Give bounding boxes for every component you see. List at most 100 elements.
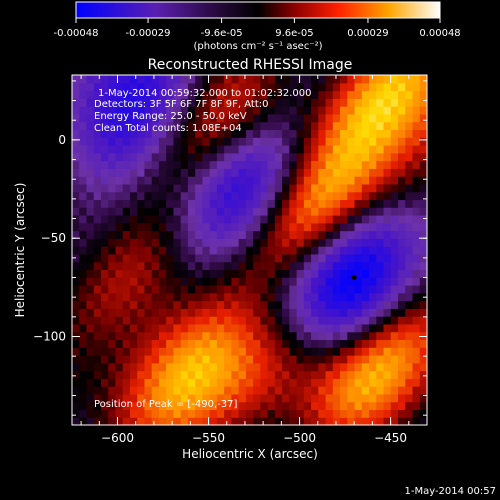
heatmap-cell <box>318 238 327 247</box>
heatmap-cell <box>180 253 189 263</box>
heatmap-cell <box>332 409 341 418</box>
heatmap-cell <box>202 339 211 348</box>
heatmap-cell <box>419 323 427 333</box>
heatmap-cell <box>137 393 146 403</box>
heatmap-cell <box>383 393 392 403</box>
heatmap-cell <box>405 215 414 224</box>
heatmap-cell <box>332 277 341 286</box>
heatmap-cell <box>151 113 160 123</box>
heatmap-cell <box>180 113 189 123</box>
heatmap-cell <box>369 207 377 216</box>
heatmap-cell <box>260 246 269 255</box>
heatmap-cell <box>115 230 124 239</box>
heatmap-cell <box>332 90 341 99</box>
heatmap-cell <box>151 90 160 99</box>
heatmap-cell <box>93 370 102 379</box>
heatmap-cell <box>332 378 341 387</box>
heatmap-cell <box>144 222 153 232</box>
heatmap-cell <box>325 106 334 115</box>
heatmap-cell <box>412 82 421 92</box>
heatmap-cell <box>405 121 414 131</box>
heatmap-cell <box>122 316 131 325</box>
heatmap-cell <box>289 308 298 317</box>
heatmap-cell <box>347 417 356 425</box>
heatmap-cell <box>93 82 102 92</box>
heatmap-cell <box>137 261 146 271</box>
heatmap-cell <box>216 277 225 286</box>
heatmap-cell <box>253 347 261 356</box>
heatmap-cell <box>347 323 356 333</box>
heatmap-cell <box>100 222 109 232</box>
heatmap-cell <box>274 370 283 379</box>
heatmap-cell <box>158 129 167 138</box>
heatmap-cell <box>289 285 298 294</box>
heatmap-cell <box>332 238 341 247</box>
heatmap-cell <box>260 362 269 372</box>
heatmap-cell <box>137 331 146 341</box>
heatmap-cell <box>325 113 334 123</box>
heatmap-cell <box>274 121 283 131</box>
heatmap-cell <box>108 215 117 224</box>
heatmap-cell <box>289 207 298 216</box>
heatmap-cell <box>137 238 146 247</box>
heatmap-cell <box>376 230 385 239</box>
heatmap-cell <box>158 292 167 302</box>
heatmap-cell <box>419 215 427 224</box>
heatmap-cell <box>238 417 247 425</box>
heatmap-cell <box>122 285 131 294</box>
heatmap-cell <box>303 145 312 154</box>
heatmap-cell <box>187 222 196 232</box>
heatmap-cell <box>383 308 392 317</box>
heatmap-cell <box>166 246 175 255</box>
heatmap-cell <box>260 393 269 403</box>
heatmap-cell <box>376 168 385 177</box>
heatmap-cell <box>260 98 269 107</box>
heatmap-cell <box>383 417 392 425</box>
heatmap-cell <box>253 362 261 372</box>
heatmap-cell <box>303 331 312 341</box>
heatmap-cell <box>129 331 138 341</box>
heatmap-cell <box>303 308 312 317</box>
heatmap-cell <box>129 176 138 185</box>
heatmap-cell <box>144 362 153 372</box>
heatmap-cell <box>260 401 269 411</box>
heatmap-cell <box>72 269 80 278</box>
heatmap-cell <box>267 106 276 115</box>
heatmap-cell <box>79 152 88 162</box>
heatmap-cell <box>419 316 427 325</box>
heatmap-cell <box>144 230 153 239</box>
heatmap-cell <box>108 230 117 239</box>
heatmap-cell <box>267 199 276 208</box>
heatmap-cell <box>216 370 225 379</box>
heatmap-cell <box>347 393 356 403</box>
heatmap-cell <box>108 355 117 364</box>
heatmap-cell <box>144 417 153 425</box>
heatmap-cell <box>166 238 175 247</box>
heatmap-cell <box>144 401 153 411</box>
heatmap-cell <box>245 106 254 115</box>
heatmap-cell <box>202 300 211 309</box>
heatmap-cell <box>340 75 348 84</box>
heatmap-cell <box>296 191 305 201</box>
heatmap-cell <box>383 176 392 185</box>
heatmap-cell <box>144 75 153 84</box>
heatmap-cell <box>376 409 385 418</box>
heatmap-cell <box>93 191 102 201</box>
heatmap-cell <box>93 253 102 263</box>
heatmap-cell <box>202 207 211 216</box>
heatmap-cell <box>144 152 153 162</box>
heatmap-cell <box>282 106 290 115</box>
heatmap-cell <box>224 113 232 123</box>
heatmap-cell <box>303 183 312 193</box>
heatmap-cell <box>253 386 261 395</box>
heatmap-cell <box>144 215 153 224</box>
heatmap-cell <box>122 378 131 387</box>
heatmap-cell <box>289 82 298 92</box>
heatmap-cell <box>238 230 247 239</box>
heatmap-cell <box>390 401 399 411</box>
heatmap-cell <box>202 316 211 325</box>
heatmap-cell <box>180 355 189 364</box>
heatmap-cell <box>347 152 356 162</box>
heatmap-cell <box>144 339 153 348</box>
heatmap-cell <box>231 113 240 123</box>
